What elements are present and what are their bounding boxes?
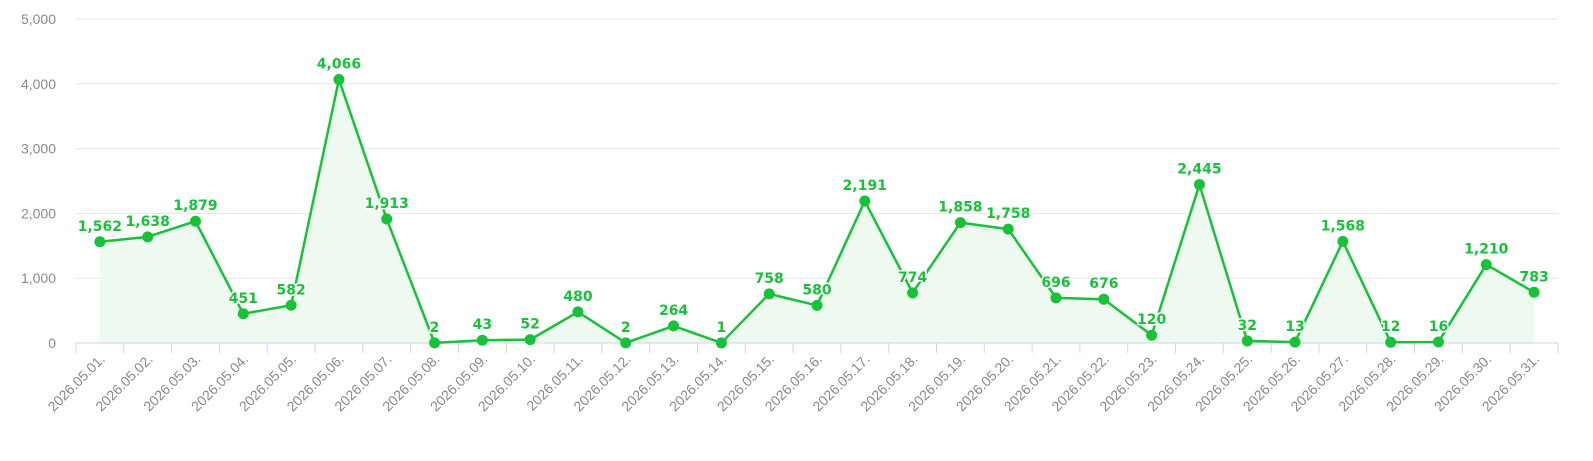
data-label: 1,858 <box>938 200 982 216</box>
data-point[interactable] <box>237 308 249 320</box>
data-point[interactable] <box>811 299 823 311</box>
area-fill-layer <box>99 79 1535 344</box>
y-tick-label: 2,000 <box>21 205 56 221</box>
data-point[interactable] <box>954 217 966 229</box>
data-point[interactable] <box>572 306 584 318</box>
data-label: 580 <box>802 282 831 298</box>
data-point[interactable] <box>1432 336 1444 348</box>
data-point[interactable] <box>1050 292 1062 304</box>
data-label: 2 <box>621 320 631 336</box>
data-point[interactable] <box>429 337 441 349</box>
y-tick-label: 1,000 <box>21 270 56 286</box>
data-point[interactable] <box>476 334 488 346</box>
data-label: 43 <box>473 317 492 333</box>
data-label: 451 <box>229 291 258 307</box>
data-point[interactable] <box>1337 235 1349 247</box>
grid-lines <box>76 18 1558 279</box>
data-point[interactable] <box>190 215 202 227</box>
data-point[interactable] <box>907 287 919 299</box>
data-point[interactable] <box>1241 335 1253 347</box>
data-label: 32 <box>1238 318 1257 334</box>
data-label: 1,568 <box>1321 218 1365 234</box>
data-label: 696 <box>1041 275 1070 291</box>
data-point[interactable] <box>1193 179 1205 191</box>
data-point[interactable] <box>1098 293 1110 305</box>
data-label: 120 <box>1137 312 1166 328</box>
data-label: 264 <box>659 303 688 319</box>
data-label: 2,191 <box>843 178 887 194</box>
data-point[interactable] <box>1146 329 1158 341</box>
data-label: 676 <box>1089 276 1118 292</box>
data-label: 582 <box>277 282 306 298</box>
data-label: 1,638 <box>126 214 170 230</box>
x-axis: 2026.05.01.2026.05.02.2026.05.03.2026.05… <box>44 342 1559 414</box>
data-point[interactable] <box>285 299 297 311</box>
data-label: 13 <box>1285 319 1304 335</box>
data-label: 52 <box>520 317 539 333</box>
data-label: 1,879 <box>173 198 217 214</box>
data-point[interactable] <box>763 288 775 300</box>
data-point[interactable] <box>1385 336 1397 348</box>
data-point[interactable] <box>142 231 154 243</box>
data-label: 774 <box>898 270 927 286</box>
y-tick-label: 4,000 <box>21 76 56 92</box>
data-label: 2 <box>430 320 440 336</box>
series-area <box>99 79 1535 344</box>
y-tick-label: 0 <box>48 335 56 351</box>
data-label: 16 <box>1429 319 1448 335</box>
data-point[interactable] <box>1002 223 1014 235</box>
data-label: 1,562 <box>78 219 122 235</box>
data-label: 2,445 <box>1177 162 1221 178</box>
data-label: 4,066 <box>317 57 361 73</box>
data-point[interactable] <box>381 213 393 225</box>
data-point[interactable] <box>524 334 536 346</box>
y-axis-labels: 0 1,000 2,000 3,000 4,000 5,000 <box>21 11 56 351</box>
data-label: 758 <box>755 271 784 287</box>
data-label: 1 <box>717 320 727 336</box>
data-points <box>94 74 1540 349</box>
y-tick-label: 3,000 <box>21 141 56 157</box>
data-label: 12 <box>1381 319 1400 335</box>
data-point[interactable] <box>333 74 345 86</box>
data-label: 1,210 <box>1464 242 1509 258</box>
data-point[interactable] <box>859 195 871 207</box>
data-point[interactable] <box>94 236 106 248</box>
data-label: 1,758 <box>986 206 1030 222</box>
data-point[interactable] <box>1289 336 1301 348</box>
data-point[interactable] <box>715 337 727 349</box>
data-point[interactable] <box>1528 286 1540 298</box>
data-point[interactable] <box>620 337 632 349</box>
data-label: 1,913 <box>365 196 409 212</box>
data-point[interactable] <box>1480 259 1492 271</box>
data-point[interactable] <box>668 320 680 332</box>
y-tick-label: 5,000 <box>21 11 56 27</box>
data-label: 480 <box>563 289 592 305</box>
data-label: 783 <box>1519 269 1548 285</box>
